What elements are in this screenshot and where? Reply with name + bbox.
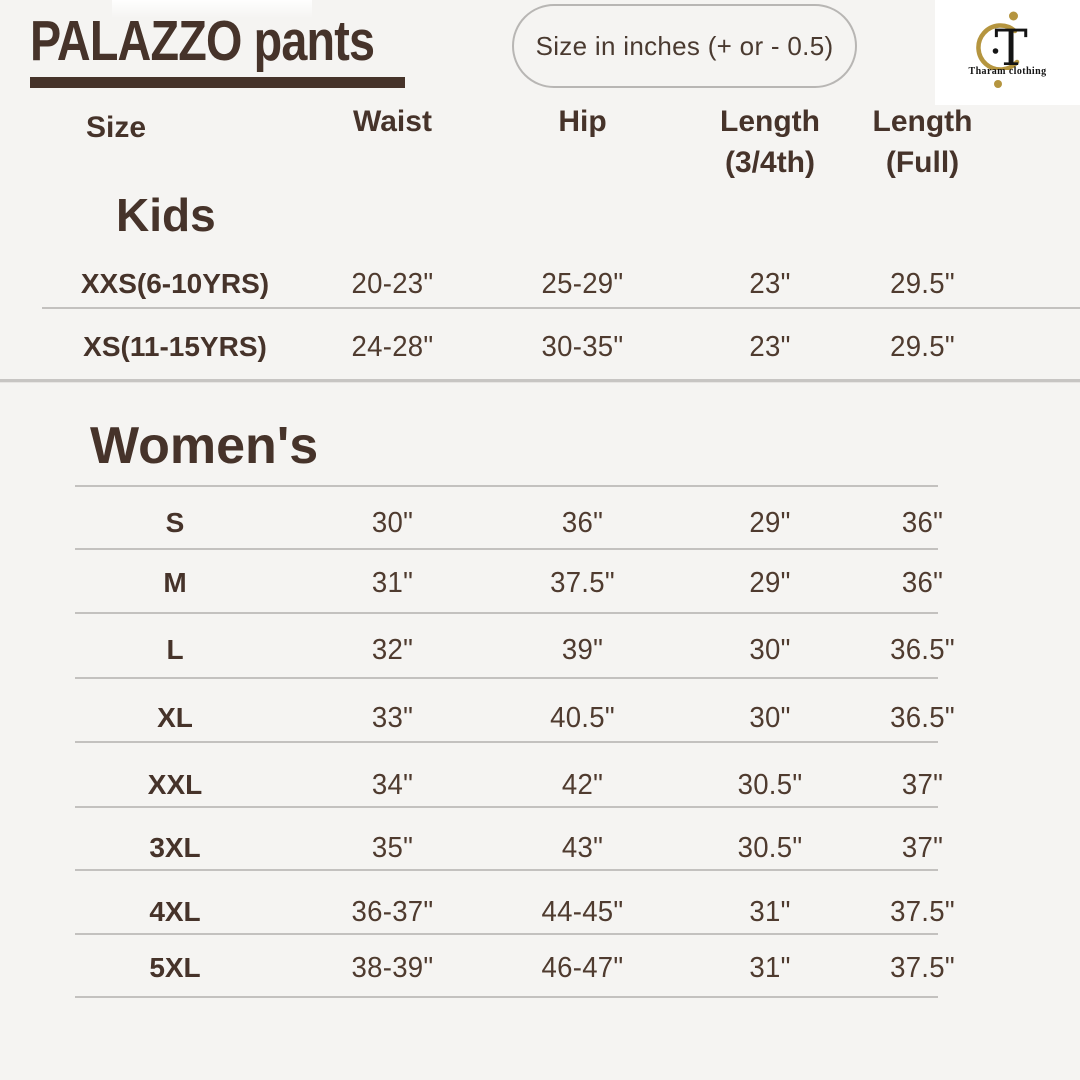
title-underline — [30, 77, 405, 88]
brand-monogram-icon: T — [975, 11, 1027, 70]
waist-cell: 38-39" — [351, 951, 434, 984]
length-34-cell: 30" — [749, 633, 791, 666]
brand-dot-icon — [993, 80, 1002, 88]
column-header-length-full: Length (Full) — [872, 105, 973, 179]
row-divider — [75, 677, 938, 679]
waist-cell: 32" — [371, 633, 414, 666]
column-header-size: Size — [86, 111, 147, 144]
length-full-cell: 36.5" — [890, 633, 955, 666]
page-title: PALAZZO pants — [30, 9, 375, 73]
waist-cell: 24-28" — [351, 330, 434, 363]
size-cell: 3XL — [149, 832, 201, 863]
table-row-s: S 30" 36" 29" 36" — [40, 498, 1040, 548]
table-row-m: M 31" 37.5" 29" 36" — [40, 558, 1040, 608]
length-full-cell: 37.5" — [890, 951, 955, 984]
size-cell: M — [163, 567, 187, 598]
row-divider — [75, 612, 938, 614]
section-divider — [0, 379, 1080, 382]
column-header-hip: Hip — [558, 105, 607, 138]
table-row-l: L 32" 39" 30" 36.5" — [40, 625, 1040, 675]
size-cell: XXS(6-10YRS) — [80, 268, 270, 299]
length-34-cell: 29" — [749, 566, 791, 599]
length-full-cell: 37" — [901, 768, 944, 801]
length-full-cell: 36" — [901, 506, 944, 539]
table-row-kids-xxs: XXS(6-10YRS) 20-23" 25-29" 23" 29.5" — [40, 259, 1040, 309]
section-heading-womens: Women's — [90, 417, 319, 475]
waist-cell: 20-23" — [351, 267, 434, 300]
column-header-waist: Waist — [353, 105, 432, 138]
length-full-cell: 29.5" — [890, 330, 955, 363]
hip-cell: 39" — [561, 633, 604, 666]
waist-cell: 36-37" — [351, 895, 434, 928]
hip-cell: 30-35" — [541, 330, 624, 363]
row-divider — [75, 548, 938, 550]
size-cell: L — [166, 634, 184, 665]
hip-cell: 46-47" — [541, 951, 624, 984]
length-34-cell: 31" — [749, 895, 791, 928]
length-full-cell: 36" — [901, 566, 944, 599]
waist-cell: 31" — [371, 566, 414, 599]
size-cell: 5XL — [149, 952, 201, 983]
monogram-letter: T — [994, 19, 1027, 70]
length-34-cell: 29" — [749, 506, 791, 539]
brand-logo: T Tharam clothing — [935, 0, 1080, 105]
waist-cell: 30" — [371, 506, 414, 539]
hip-cell: 37.5" — [550, 566, 615, 599]
table-row-4xl: 4XL 36-37" 44-45" 31" 37.5" — [40, 887, 1040, 937]
row-divider — [75, 869, 938, 871]
table-row-xl: XL 33" 40.5" 30" 36.5" — [40, 693, 1040, 743]
table-row-kids-xs: XS(11-15YRS) 24-28" 30-35" 23" 29.5" — [40, 322, 1040, 372]
section-heading-kids: Kids — [116, 189, 216, 241]
length-full-cell: 37" — [901, 831, 944, 864]
column-header-row: Size Waist Hip Length (3/4th) Length (Fu… — [40, 102, 1040, 183]
hip-cell: 40.5" — [550, 701, 615, 734]
waist-cell: 33" — [371, 701, 414, 734]
length-34-cell: 23" — [749, 330, 791, 363]
length-full-cell: 36.5" — [890, 701, 955, 734]
hip-cell: 25-29" — [541, 267, 624, 300]
length-full-cell: 29.5" — [890, 267, 955, 300]
waist-cell: 35" — [371, 831, 414, 864]
unit-note-label: Size in inches (+ or - 0.5) — [535, 30, 834, 61]
table-top-line — [75, 485, 938, 487]
table-row-3xl: 3XL 35" 43" 30.5" 37" — [40, 823, 1040, 873]
size-cell: S — [165, 507, 185, 538]
row-divider — [75, 741, 938, 743]
background-glow — [112, 0, 312, 18]
unit-note-pill: Size in inches (+ or - 0.5) — [512, 4, 857, 88]
column-header-length-34: Length (3/4th) — [720, 105, 820, 179]
hip-cell: 44-45" — [541, 895, 624, 928]
size-cell: XL — [157, 702, 193, 733]
size-cell: XS(11-15YRS) — [83, 331, 267, 362]
size-cell: 4XL — [149, 896, 201, 927]
table-row-xxl: XXL 34" 42" 30.5" 37" — [40, 760, 1040, 810]
row-divider — [75, 933, 938, 935]
table-row-5xl: 5XL 38-39" 46-47" 31" 37.5" — [40, 943, 1040, 993]
row-divider — [75, 806, 938, 808]
length-34-cell: 30" — [749, 701, 791, 734]
length-34-cell: 30.5" — [737, 768, 803, 801]
length-full-cell: 37.5" — [890, 895, 955, 928]
hip-cell: 42" — [561, 768, 604, 801]
waist-cell: 34" — [371, 768, 414, 801]
length-34-cell: 31" — [749, 951, 791, 984]
length-34-cell: 30.5" — [737, 831, 803, 864]
length-34-cell: 23" — [749, 267, 791, 300]
brand-name: Tharam clothing — [968, 66, 1047, 77]
hip-cell: 43" — [561, 831, 604, 864]
table-bottom-line — [75, 996, 938, 998]
hip-cell: 36" — [561, 506, 604, 539]
size-cell: XXL — [147, 769, 203, 800]
row-divider — [42, 307, 1080, 309]
